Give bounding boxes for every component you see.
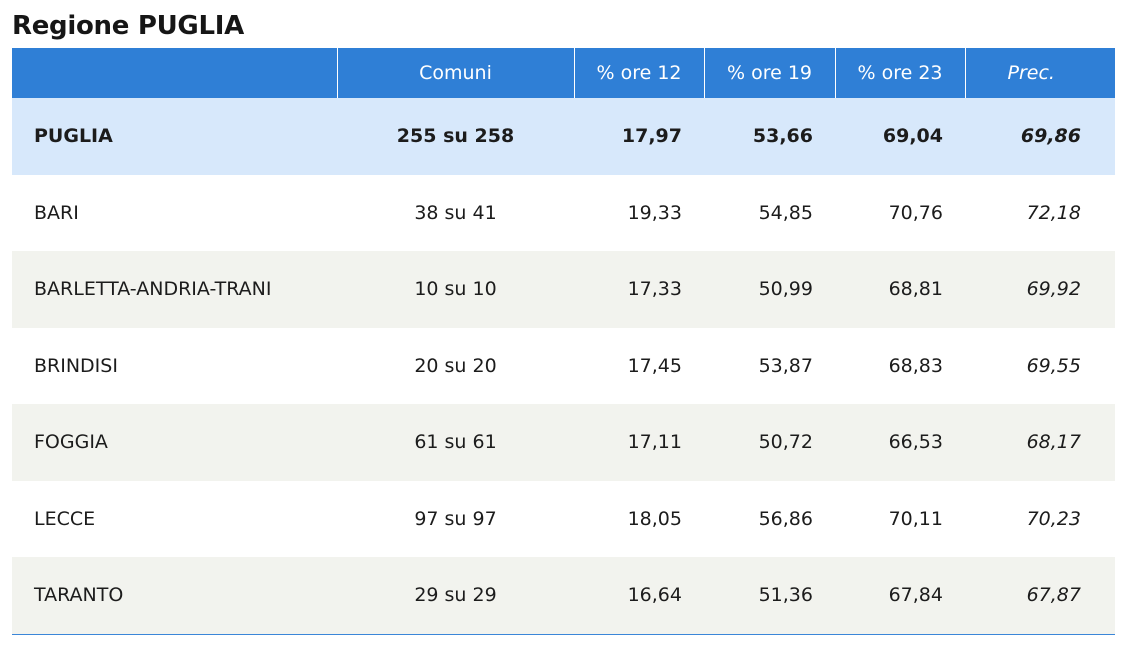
cell-comuni: 38 su 41: [414, 201, 497, 224]
cell-name: BRINDISI: [34, 354, 118, 377]
cell-ore-23: 68,83: [888, 354, 943, 377]
table-row: TARANTO 29 su 29 16,64 51,36 67,84 67,87: [12, 557, 1115, 634]
cell-ore-12: 18,05: [627, 507, 682, 530]
cell-ore-19: 51,36: [758, 584, 813, 607]
cell-comuni: 10 su 10: [414, 278, 497, 301]
table-bottom-divider: [12, 634, 1115, 635]
cell-comuni: 61 su 61: [414, 431, 497, 454]
cell-prec: 72,18: [1026, 201, 1081, 224]
cell-name: BARLETTA-ANDRIA-TRANI: [34, 278, 272, 301]
cell-ore-23: 69,04: [882, 125, 943, 148]
header-row: Comuni % ore 12 % ore 19 % ore 23 Prec.: [12, 48, 1115, 98]
table-row: BARLETTA-ANDRIA-TRANI 10 su 10 17,33 50,…: [12, 251, 1115, 328]
cell-prec: 70,23: [1026, 507, 1081, 530]
cell-prec: 69,55: [1026, 354, 1081, 377]
header-ore-19: % ore 19: [703, 48, 835, 98]
table-row: BARI 38 su 41 19,33 54,85 70,76 72,18: [12, 174, 1115, 251]
cell-ore-12: 17,97: [621, 125, 682, 148]
cell-prec: 68,17: [1026, 431, 1081, 454]
table-row: BRINDISI 20 su 20 17,45 53,87 68,83 69,5…: [12, 327, 1115, 404]
cell-name: BARI: [34, 201, 79, 224]
cell-prec: 69,92: [1026, 278, 1081, 301]
header-comuni: Comuni: [336, 48, 574, 98]
table-row: FOGGIA 61 su 61 17,11 50,72 66,53 68,17: [12, 404, 1115, 481]
cell-name: FOGGIA: [34, 431, 108, 454]
header-ore-12: % ore 12: [573, 48, 704, 98]
header-ore-23: % ore 23: [834, 48, 965, 98]
cell-comuni: 29 su 29: [414, 584, 497, 607]
cell-prec: 67,87: [1026, 584, 1081, 607]
header-prec: Prec.: [964, 48, 1115, 98]
cell-ore-12: 17,33: [627, 278, 682, 301]
table-row: LECCE 97 su 97 18,05 56,86 70,11 70,23: [12, 480, 1115, 557]
cell-ore-19: 56,86: [758, 507, 813, 530]
turnout-table: Comuni % ore 12 % ore 19 % ore 23 Prec. …: [12, 48, 1115, 634]
cell-ore-12: 17,11: [627, 431, 682, 454]
cell-ore-23: 70,11: [888, 507, 943, 530]
cell-ore-12: 19,33: [627, 201, 682, 224]
cell-name: LECCE: [34, 507, 96, 530]
cell-ore-19: 53,87: [758, 354, 813, 377]
table-header: Comuni % ore 12 % ore 19 % ore 23 Prec.: [12, 48, 1115, 98]
cell-ore-23: 68,81: [888, 278, 943, 301]
cell-ore-12: 17,45: [627, 354, 682, 377]
cell-comuni: 20 su 20: [414, 354, 497, 377]
header-name: [12, 48, 337, 98]
cell-ore-12: 16,64: [627, 584, 682, 607]
cell-ore-23: 66,53: [888, 431, 943, 454]
cell-ore-19: 53,66: [752, 125, 813, 148]
cell-name: TARANTO: [34, 584, 124, 607]
cell-ore-19: 50,72: [758, 431, 813, 454]
cell-prec: 69,86: [1020, 125, 1081, 148]
cell-ore-23: 70,76: [888, 201, 943, 224]
cell-comuni: 255 su 258: [396, 125, 515, 148]
cell-name: PUGLIA: [34, 125, 113, 148]
cell-ore-23: 67,84: [888, 584, 943, 607]
table-row-total: PUGLIA 255 su 258 17,97 53,66 69,04 69,8…: [12, 98, 1115, 175]
turnout-table-container: Comuni % ore 12 % ore 19 % ore 23 Prec. …: [12, 48, 1115, 634]
cell-comuni: 97 su 97: [414, 507, 497, 530]
cell-ore-19: 50,99: [758, 278, 813, 301]
cell-ore-19: 54,85: [758, 201, 813, 224]
table-body: PUGLIA 255 su 258 17,97 53,66 69,04 69,8…: [12, 98, 1115, 634]
page-title: Regione PUGLIA: [12, 11, 244, 41]
